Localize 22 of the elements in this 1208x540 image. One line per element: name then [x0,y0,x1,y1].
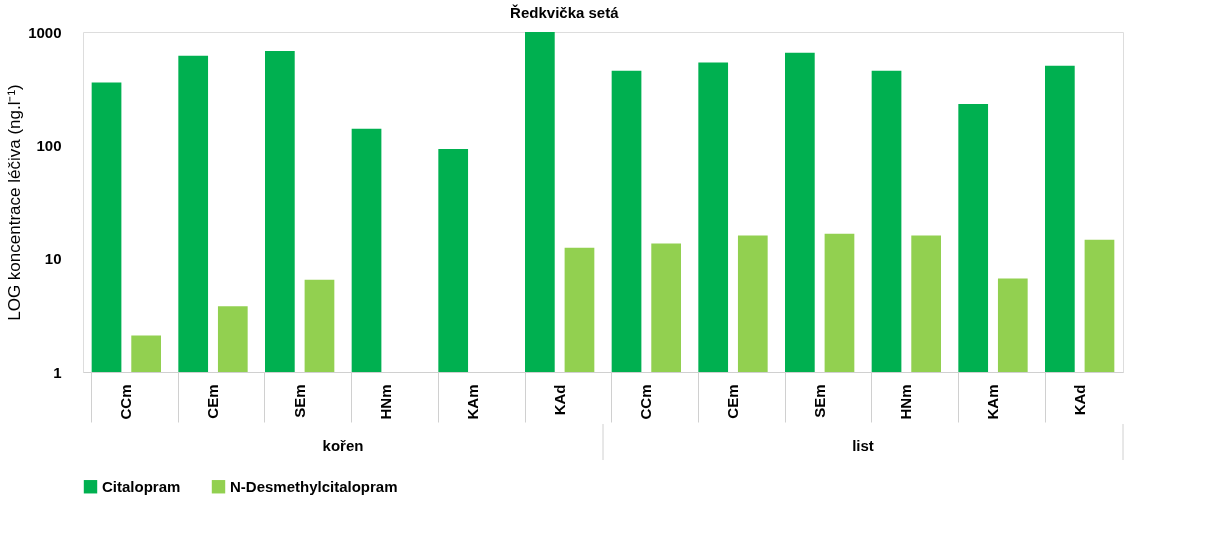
chart-title: Ředkvička setá [510,3,620,21]
x-tick-label: SEm [290,384,308,418]
y-tick-label: 1000 [28,23,62,41]
x-tick-label: HNm [377,384,395,420]
x-tick-label: KAm [984,384,1001,420]
x-tick-label: KAm [464,384,481,420]
legend-label: N-Desmethylcitalopram [230,477,398,495]
x-tick-label: CEm [724,384,741,419]
legend-label: Citalopram [102,477,181,495]
x-tick-label: HNm [897,384,915,420]
x-tick-label: CEm [204,384,221,419]
x-tick-label: KAd [550,384,568,416]
y-tick-label: 100 [36,136,62,154]
y-axis-title: LOG koncentrace léčiva (ng.l⁻¹) [5,84,25,321]
x-tick-label: CCm [117,384,135,420]
y-tick-label: 10 [44,250,62,268]
x-tick-label: CCm [637,384,655,420]
text: list [852,437,874,454]
text: kořen [322,437,364,454]
y-tick-label: 1 [53,363,62,381]
x-tick-label: SEm [810,384,828,418]
x-tick-label: KAd [1070,384,1088,416]
